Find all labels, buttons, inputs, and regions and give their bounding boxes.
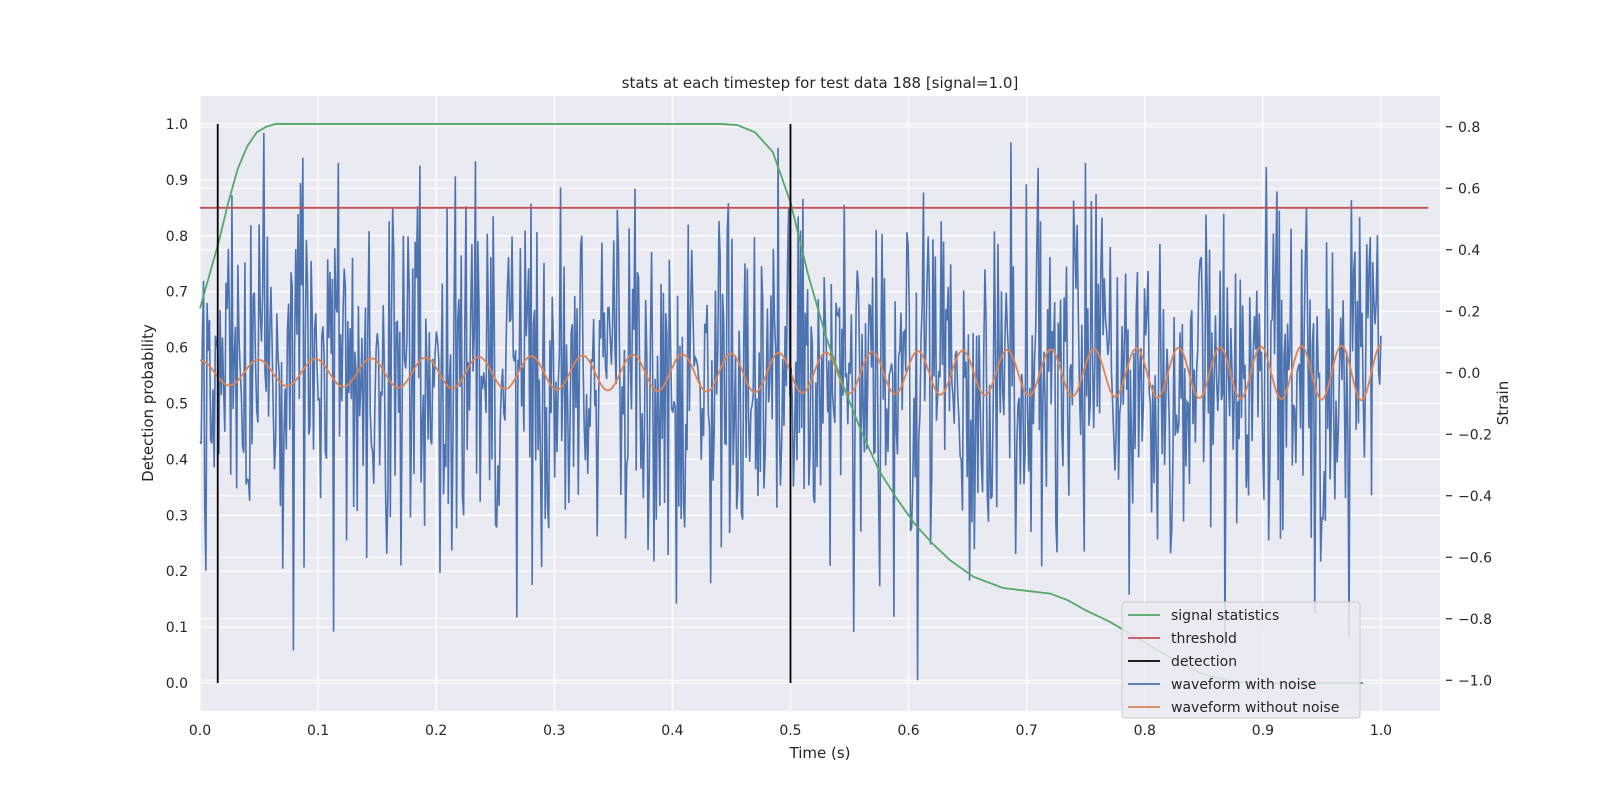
y-tick-label: 0.5 <box>166 397 188 413</box>
x-tick-label: 0.7 <box>1016 723 1038 739</box>
y-tick-label: 0.1 <box>166 620 188 636</box>
x-tick-label: 0.8 <box>1134 723 1156 739</box>
y2-tick-label: −0.8 <box>1458 612 1492 628</box>
y2-tick-label: 0.4 <box>1458 243 1480 259</box>
y-axis-label: Detection probability <box>139 324 157 482</box>
y-tick-label: 0.0 <box>166 676 188 692</box>
x-axis-label: Time (s) <box>789 744 851 762</box>
x-tick-label: 0.0 <box>189 723 211 739</box>
legend-signal-label: signal statistics <box>1171 608 1279 624</box>
x-tick-label: 0.9 <box>1252 723 1274 739</box>
x-tick-label: 0.6 <box>897 723 919 739</box>
y2-tick-label: −1.0 <box>1458 673 1492 689</box>
legend-noisy-label: waveform with noise <box>1171 677 1316 693</box>
y2-tick-label: 0.2 <box>1458 304 1480 320</box>
y2-tick-label: 0.8 <box>1458 120 1480 136</box>
legend-box <box>1121 601 1361 719</box>
y-tick-label: 0.9 <box>166 173 188 189</box>
y-tick-label: 1.0 <box>166 117 188 133</box>
x-tick-label: 0.1 <box>307 723 329 739</box>
legend-detection-label: detection <box>1171 654 1237 670</box>
legend: signal statistics threshold detection wa… <box>1121 601 1361 719</box>
x-tick-label: 0.4 <box>661 723 683 739</box>
y-tick-label: 0.4 <box>166 452 188 468</box>
x-tick-label: 0.5 <box>779 723 801 739</box>
y-tick-label: 0.7 <box>166 285 188 301</box>
y-tick-label: 0.6 <box>166 341 188 357</box>
y-tick-label: 0.3 <box>166 508 188 524</box>
y2-axis-label: Strain <box>1494 381 1512 425</box>
legend-threshold-label: threshold <box>1171 631 1237 647</box>
axes-layer: 0.0 0.1 0.2 0.3 0.4 0.5 0.6 0.7 0.8 0.9 1.0 0.0 0.1 0… <box>166 117 1492 739</box>
legend-clean-label: waveform without noise <box>1171 700 1339 716</box>
y2-tick-label: −0.6 <box>1458 550 1492 566</box>
x-tick-label: 0.3 <box>543 723 565 739</box>
y2-tick-label: −0.2 <box>1458 427 1492 443</box>
x-tick-label: 0.2 <box>425 723 447 739</box>
x-tick-label: 1.0 <box>1370 723 1392 739</box>
y-tick-label: 0.2 <box>166 564 188 580</box>
y-tick-label: 0.8 <box>166 229 188 245</box>
y2-tick-label: 0.0 <box>1458 366 1480 382</box>
chart-title: stats at each timestep for test data 188… <box>622 74 1019 92</box>
y2-tick-label: −0.4 <box>1458 489 1492 505</box>
y2-tick-label: 0.6 <box>1458 181 1480 197</box>
